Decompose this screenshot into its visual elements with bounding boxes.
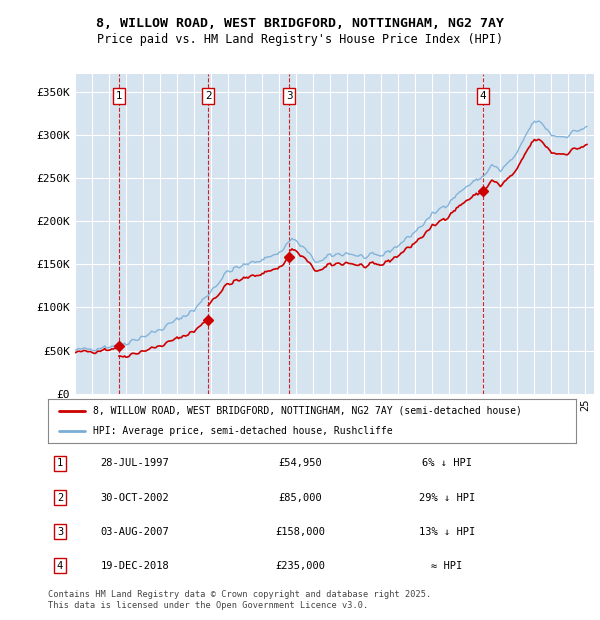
Text: 19-DEC-2018: 19-DEC-2018: [101, 560, 169, 571]
Text: 4: 4: [57, 560, 63, 571]
Text: 3: 3: [57, 526, 63, 537]
Text: Contains HM Land Registry data © Crown copyright and database right 2025.
This d: Contains HM Land Registry data © Crown c…: [48, 590, 431, 609]
Text: ≈ HPI: ≈ HPI: [431, 560, 463, 571]
Text: 8, WILLOW ROAD, WEST BRIDGFORD, NOTTINGHAM, NG2 7AY: 8, WILLOW ROAD, WEST BRIDGFORD, NOTTINGH…: [96, 17, 504, 30]
Text: £158,000: £158,000: [275, 526, 325, 537]
Text: 29% ↓ HPI: 29% ↓ HPI: [419, 492, 475, 503]
Text: 1: 1: [57, 458, 63, 469]
Text: 03-AUG-2007: 03-AUG-2007: [101, 526, 169, 537]
Text: 13% ↓ HPI: 13% ↓ HPI: [419, 526, 475, 537]
Text: Price paid vs. HM Land Registry's House Price Index (HPI): Price paid vs. HM Land Registry's House …: [97, 33, 503, 46]
Text: 30-OCT-2002: 30-OCT-2002: [101, 492, 169, 503]
Text: 4: 4: [479, 91, 486, 101]
Text: 8, WILLOW ROAD, WEST BRIDGFORD, NOTTINGHAM, NG2 7AY (semi-detached house): 8, WILLOW ROAD, WEST BRIDGFORD, NOTTINGH…: [93, 405, 522, 416]
Text: HPI: Average price, semi-detached house, Rushcliffe: HPI: Average price, semi-detached house,…: [93, 426, 392, 436]
Text: 2: 2: [57, 492, 63, 503]
Text: 2: 2: [205, 91, 212, 101]
Text: £235,000: £235,000: [275, 560, 325, 571]
Text: 6% ↓ HPI: 6% ↓ HPI: [422, 458, 472, 469]
Text: £54,950: £54,950: [278, 458, 322, 469]
Text: £85,000: £85,000: [278, 492, 322, 503]
Text: 28-JUL-1997: 28-JUL-1997: [101, 458, 169, 469]
Text: 3: 3: [286, 91, 293, 101]
Text: 1: 1: [115, 91, 122, 101]
